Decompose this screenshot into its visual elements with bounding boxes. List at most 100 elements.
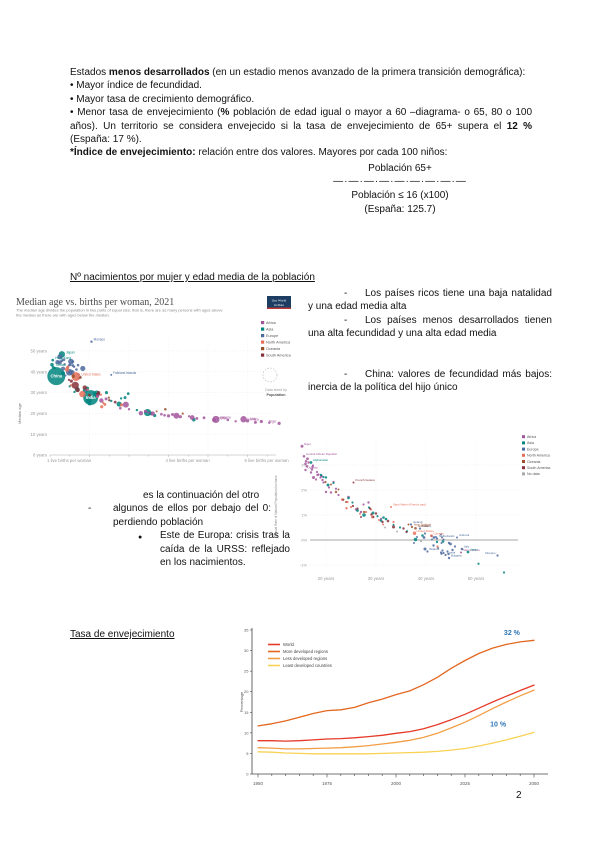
right-notes-block: - Los países ricos tiene una baja natalid… [308,287,552,394]
svg-text:40 years: 40 years [31,369,47,374]
note-continuation: es la continuación del otro [143,490,260,501]
svg-text:Angola: Angola [217,416,227,420]
svg-text:5: 5 [246,751,249,756]
chart-median-age-vs-births: Median age vs. births per woman, 2021 The… [14,294,292,474]
svg-text:Less developed regions: Less developed regions [283,656,327,661]
svg-text:Canada: Canada [434,531,445,535]
svg-text:Taiwan: Taiwan [56,363,66,367]
svg-text:6 live births per woman: 6 live births per woman [245,458,290,463]
svg-text:Saint Martin (French part): Saint Martin (French part) [393,503,426,507]
bullet-marker: - [344,368,348,380]
svg-text:2025: 2025 [460,781,471,786]
svg-text:Median age: Median age [17,402,22,424]
svg-text:4 live births per woman: 4 live births per woman [166,458,211,463]
note-text: algunos de ellos por debajo del 0: perdi… [113,503,271,528]
svg-text:Afghanistan: Afghanistan [313,458,329,462]
median-age-births-scatter: Median age vs. births per woman, 2021The… [16,296,292,463]
chart-aging-rate: 0 5 10 15 20 25 30 35 1950 1975 2000 2025 2050 Percen… [238,622,563,794]
svg-text:Monaco: Monaco [94,338,106,342]
b3-bold1: % [220,107,230,119]
svg-text:China: China [50,374,62,379]
svg-text:North America: North America [527,454,550,458]
svg-text:Ireland: Ireland [422,524,431,528]
section-heading-tasa: Tasa de envejecimiento [70,629,175,640]
intro-paragraph: Estados menos desarrollados (en un estad… [70,66,532,79]
svg-text:Asia: Asia [266,328,274,332]
svg-text:Uganda: Uganda [308,466,319,470]
svg-text:New Zealand: New Zealand [414,523,431,527]
svg-text:Nigeria: Nigeria [221,415,231,419]
svg-text:Europe: Europe [266,334,278,338]
svg-text:20 years: 20 years [31,411,47,416]
svg-text:0%: 0% [301,538,307,543]
indice-definition: *Índice de envejecimiento: relación entr… [70,146,532,159]
svg-text:French Guiana: French Guiana [356,478,376,482]
svg-text:Oceania: Oceania [266,347,281,351]
bullet-marker: - [344,288,348,299]
svg-text:-1%: -1% [300,563,308,568]
svg-text:United States: United States [81,373,101,377]
formula-denominator: Población ≤ 16 (x100) [351,190,449,202]
svg-text:1%: 1% [301,513,307,518]
svg-text:20 years: 20 years [318,576,334,581]
svg-text:Least developed countries: Least developed countries [283,663,332,668]
svg-text:10: 10 [244,730,249,735]
svg-text:Niger: Niger [304,442,311,446]
svg-text:Monaco: Monaco [485,551,496,555]
svg-text:Iceland: Iceland [413,520,423,524]
svg-text:1975: 1975 [322,781,333,786]
natural-increase-scatter: 20 years 30 years 40 years 50 years 3% 2% 1% 0%… [274,435,550,581]
svg-text:1 live births per woman: 1 live births per woman [47,458,92,463]
svg-text:Andorra: Andorra [459,533,470,537]
svg-text:35: 35 [244,628,249,633]
svg-text:Italy: Italy [464,545,470,549]
svg-text:20: 20 [244,689,249,694]
note-text: China: valores de fecundidad más bajos: … [308,368,552,394]
bullet-marker: - [88,503,92,515]
formula-numerator: Población 65+ [368,162,432,174]
svg-text:Population: Population [266,393,286,397]
svg-text:2000: 2000 [391,781,402,786]
svg-text:Saint Helena: Saint Helena [463,548,480,552]
svg-text:Median age vs. births per woma: Median age vs. births per woman, 2021 [16,297,174,308]
bullet-marker: - [344,314,348,326]
svg-text:10 years: 10 years [31,432,47,437]
note-china: - China: valores de fecundidad más bajos:… [308,368,552,395]
formula-note: (España: 125.7) [364,203,436,215]
svg-text:3%: 3% [301,463,307,468]
note-text: Los países ricos tiene una baja natalida… [308,288,552,313]
svg-text:India: India [86,395,96,400]
note-less-developed: - Los países menos desarrollados tienen u… [308,314,552,341]
svg-text:Africa: Africa [527,435,536,439]
svg-text:in Data: in Data [274,303,284,307]
formula-block: Población 65+ —·—·—·—·—·—·—·—·— Població… [300,162,500,216]
bullet-crecimiento: • Mayor tasa de crecimiento demográfico. [70,93,255,105]
svg-text:United States: United States [417,529,435,533]
svg-text:Australia: Australia [418,524,430,528]
intro-text-post: (en un estadio menos avanzado de la prim… [209,67,526,78]
svg-text:Our World: Our World [272,299,287,303]
svg-text:South America: South America [266,354,292,358]
note-text: Los países menos desarrollados tienen un… [308,314,552,340]
svg-text:32 %: 32 % [504,630,521,637]
svg-text:30: 30 [244,648,249,653]
intro-bold: menos desarrollados [108,67,210,78]
svg-text:Japan: Japan [470,548,478,552]
page-number: 2 [516,790,522,801]
svg-text:25: 25 [244,669,249,674]
svg-text:30 years: 30 years [31,390,47,395]
svg-text:Data sized by: Data sized by [265,388,287,392]
svg-text:Central African Republic: Central African Republic [306,452,338,456]
svg-text:2%: 2% [301,488,307,493]
svg-text:50 years: 50 years [468,576,484,581]
svg-text:Niger: Niger [269,419,278,423]
svg-text:Europe: Europe [527,447,539,451]
svg-text:Annual Rate of Natural Populat: Annual Rate of Natural Population Increa… [274,475,278,537]
svg-text:0 years: 0 years [33,453,47,458]
svg-text:15: 15 [244,710,249,715]
svg-text:Africa: Africa [266,321,277,325]
svg-text:Percentage: Percentage [239,691,244,712]
svg-text:40 years: 40 years [418,576,434,581]
svg-text:Belarus: Belarus [430,547,440,551]
